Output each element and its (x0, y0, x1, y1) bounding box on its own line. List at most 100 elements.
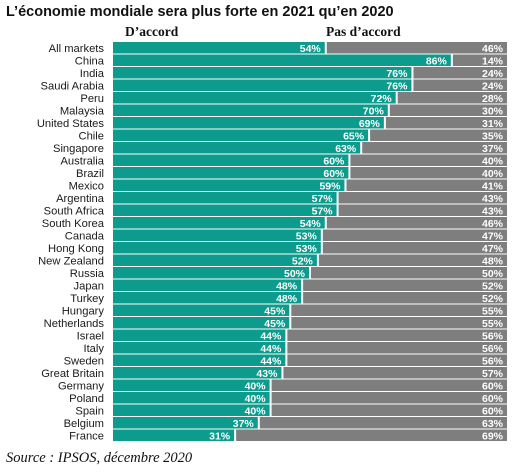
bar-disagree (325, 42, 507, 54)
bar-agree (113, 429, 236, 441)
bar-disagree (349, 167, 507, 179)
value-label-disagree: 28% (482, 93, 504, 105)
value-label-disagree: 56% (482, 355, 504, 367)
value-label-disagree: 30% (482, 105, 504, 117)
value-label-agree: 53% (296, 243, 318, 255)
value-label-agree: 40% (245, 380, 267, 392)
value-label-disagree: 47% (482, 243, 504, 255)
segment-divider (269, 404, 272, 416)
value-label-disagree: 47% (482, 230, 504, 242)
value-label-disagree: 60% (482, 393, 504, 405)
category-label: Turkey (70, 293, 104, 305)
bar-agree (113, 117, 385, 129)
category-label: Netherlands (44, 318, 105, 330)
value-label-agree: 54% (300, 43, 322, 55)
category-label: Brazil (76, 168, 104, 180)
bar-agree (113, 192, 338, 204)
category-label: South Africa (44, 205, 105, 217)
value-label-agree: 63% (335, 143, 357, 155)
value-label-agree: 53% (296, 230, 318, 242)
category-label: Argentina (56, 193, 105, 205)
bar-disagree (282, 367, 507, 379)
value-label-agree: 44% (260, 355, 282, 367)
value-label-agree: 59% (319, 180, 341, 192)
segment-divider (336, 192, 339, 204)
category-label: Canada (65, 230, 105, 242)
bar-agree (113, 54, 452, 66)
category-label: Chile (79, 130, 105, 142)
value-label-disagree: 52% (482, 293, 504, 305)
value-label-agree: 76% (386, 80, 408, 92)
bar-agree (113, 254, 318, 266)
segment-divider (285, 342, 288, 354)
bar-agree (113, 379, 271, 391)
bar-disagree (369, 129, 507, 141)
bar-agree (113, 242, 322, 254)
category-label: South Korea (42, 218, 105, 230)
value-label-disagree: 40% (482, 168, 504, 180)
segment-divider (450, 54, 453, 66)
bar-agree (113, 354, 287, 366)
bar-disagree (317, 254, 507, 266)
category-label: Israel (77, 330, 104, 342)
value-label-agree: 50% (284, 268, 306, 280)
segment-divider (383, 117, 386, 129)
value-label-disagree: 56% (482, 343, 504, 355)
category-label: All markets (49, 43, 105, 55)
segment-divider (281, 367, 284, 379)
value-label-agree: 31% (209, 430, 231, 442)
value-label-disagree: 35% (482, 130, 504, 142)
bar-disagree (270, 392, 507, 404)
bar-disagree (388, 104, 507, 116)
segment-divider (324, 217, 327, 229)
value-label-agree: 43% (256, 368, 278, 380)
legend-disagree: Pas d’accord (326, 24, 401, 39)
bar-disagree (451, 54, 507, 66)
bar-disagree (361, 142, 507, 154)
segment-divider (289, 317, 292, 329)
bar-disagree (321, 242, 507, 254)
segment-divider (309, 267, 311, 279)
segment-divider (368, 129, 371, 141)
category-label: Peru (80, 93, 104, 105)
value-label-agree: 37% (233, 418, 255, 430)
segment-divider (316, 254, 319, 266)
bar-disagree (310, 267, 507, 279)
category-label: Malaysia (60, 105, 105, 117)
value-label-agree: 54% (300, 218, 322, 230)
bar-disagree (345, 179, 507, 191)
bar-disagree (302, 292, 507, 304)
source-note: Source : IPSOS, décembre 2020 (6, 450, 193, 466)
bar-agree (113, 142, 362, 154)
value-label-agree: 44% (260, 330, 282, 342)
value-label-disagree: 60% (482, 380, 504, 392)
value-label-agree: 65% (343, 130, 365, 142)
category-label: Belgium (64, 418, 104, 430)
segment-divider (336, 204, 339, 216)
bar-agree (113, 367, 283, 379)
segment-divider (269, 392, 272, 404)
segment-divider (301, 279, 304, 291)
segment-divider (257, 417, 260, 429)
bar-agree (113, 392, 271, 404)
value-label-agree: 52% (292, 255, 314, 267)
bar-disagree (235, 429, 507, 441)
segment-divider (320, 229, 323, 241)
value-label-disagree: 43% (482, 205, 504, 217)
segment-divider (324, 42, 327, 54)
stacked-bar-chart: All markets 54% 46% China 86% 14% India 76% 24% S… (37, 42, 507, 442)
value-label-agree: 45% (264, 318, 286, 330)
value-label-disagree: 56% (482, 330, 504, 342)
bar-disagree (286, 354, 507, 366)
bar-disagree (384, 117, 507, 129)
category-label: Singapore (53, 143, 104, 155)
segment-divider (285, 354, 288, 366)
segment-divider (348, 154, 351, 166)
category-label: China (75, 55, 105, 67)
bar-agree (113, 229, 322, 241)
value-label-agree: 70% (363, 105, 385, 117)
value-label-disagree: 24% (482, 68, 504, 80)
bar-agree (113, 317, 291, 329)
category-label: Italy (83, 343, 104, 355)
bar-agree (113, 304, 291, 316)
